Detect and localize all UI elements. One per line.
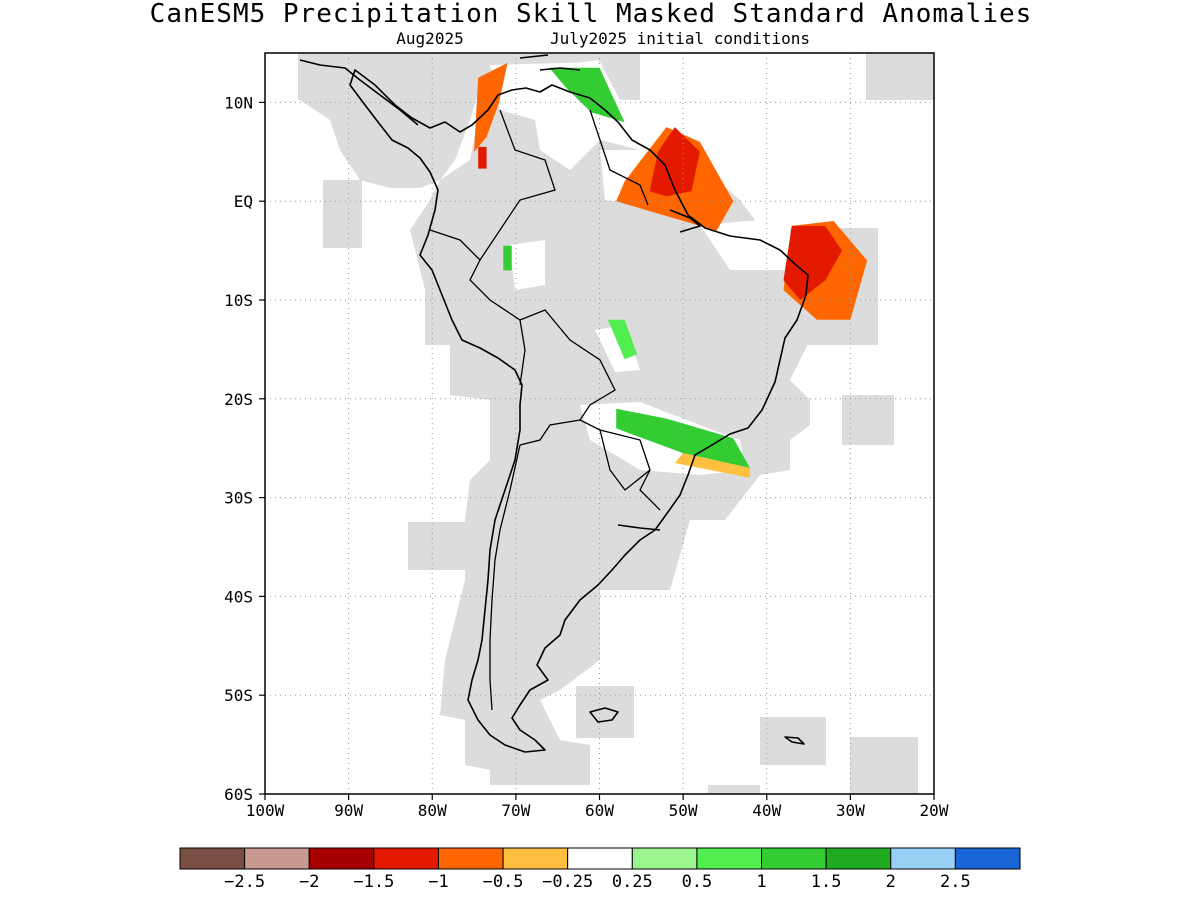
coastline-rio-de-la-plata [617, 524, 661, 531]
border-venezuela-guyana [589, 109, 649, 206]
lat-tick-label: 60S [224, 785, 253, 804]
colorbar-swatch [761, 847, 827, 870]
lat-tick-label: 20S [224, 390, 253, 409]
colorbar-swatch [890, 847, 956, 870]
lat-tick-label: 30S [224, 489, 253, 508]
coastline-central-america [299, 59, 419, 126]
coastlines [299, 54, 809, 753]
border-colombia-venezuela [499, 109, 556, 231]
colorbar-tick-label: 2.5 [940, 872, 971, 892]
colorbar-tick-label: −2 [299, 872, 319, 892]
mask-atlantic-ne [866, 53, 934, 100]
lon-tick-label: 70W [501, 801, 530, 820]
anomaly-ne-brazil-core [783, 225, 842, 300]
colorbar-tick-label: −2.5 [224, 872, 265, 892]
lon-tick-label: 40W [752, 801, 781, 820]
lon-tick-label: 30W [836, 801, 865, 820]
colorbar-tick-label: −0.5 [483, 872, 524, 892]
country-borders [429, 109, 661, 711]
colorbar-tick-label: −1.5 [353, 872, 394, 892]
lat-tick-label: 10N [224, 93, 253, 112]
initial-conditions-label: July2025 initial conditions [550, 29, 810, 48]
colorbar-tick-label: 2 [886, 872, 896, 892]
mask-drake [708, 785, 760, 794]
colorbar-swatch [373, 847, 439, 870]
colorbar-swatch [631, 847, 698, 870]
weak-area-amazon [510, 240, 545, 290]
colorbar-swatch [179, 847, 246, 870]
anomaly-venezuela-coast [549, 67, 625, 123]
coastline-amazon-delta [669, 209, 701, 233]
gridlines [265, 53, 934, 794]
coastline-falklands [589, 707, 619, 723]
lon-tick-label: 50W [669, 801, 698, 820]
colorbar-swatch [308, 847, 375, 870]
colorbar-tick-label: −1 [428, 872, 448, 892]
lon-tick-label: 60W [585, 801, 614, 820]
map-panel [264, 52, 935, 795]
colorbar-tick-label: −0.25 [542, 872, 593, 892]
lat-tick-label: 10S [224, 291, 253, 310]
border-bolivia-paraguay [519, 419, 581, 446]
mask-east-pacific [323, 180, 362, 248]
border-argentina-chile [489, 444, 521, 711]
colorbar-swatch [825, 847, 892, 870]
colorbar-tick-label: 1.5 [811, 872, 842, 892]
colorbar-tick-label: 0.5 [682, 872, 713, 892]
mask-south-georgia [760, 717, 826, 765]
mask-south-atlantic-east [842, 395, 894, 445]
colorbar-tick-label: 1 [756, 872, 766, 892]
anomaly-colombia-core [478, 146, 487, 169]
lon-tick-label: 20W [920, 801, 949, 820]
anomaly-amapa-core [649, 127, 700, 197]
valid-month-label: Aug2025 [396, 29, 463, 48]
colorbar-swatch [437, 847, 504, 870]
colorbar-swatch [696, 847, 763, 870]
colorbar: −2.5 −2 −1.5 −1 −0.5 −0.25 0.25 0.5 1 1.5 2 2.5 [179, 847, 1021, 892]
coastline-caribbean-islands [519, 54, 581, 71]
mask-falklands [576, 686, 634, 738]
weak-area-ne [700, 220, 790, 270]
colorbar-swatch [567, 847, 633, 870]
mask-south-sandwich [850, 737, 918, 794]
lat-tick-label: EQ [234, 192, 253, 211]
coastline-south-georgia [784, 736, 805, 745]
figure-title: CanESM5 Precipitation Skill Masked Stand… [150, 0, 1033, 29]
lon-tick-label: 80W [418, 801, 447, 820]
anomaly-amazon-west [503, 245, 512, 271]
border-brazil-west [469, 229, 661, 511]
anomaly-mato-grosso [607, 319, 638, 360]
colorbar-tick-label: 0.25 [612, 872, 653, 892]
lat-tick-label: 40S [224, 587, 253, 606]
lon-tick-label: 90W [334, 801, 363, 820]
border-ecuador-peru [429, 229, 481, 261]
lat-tick-label: 50S [224, 686, 253, 705]
map-axes: 100W 90W 80W 70W 60W 50W 40W 30W 20W 10N EQ 10S 20S 3… [224, 93, 949, 820]
anomaly-caribbean-coast-colombia [474, 62, 508, 152]
mask-north-coast [298, 53, 640, 188]
coastline-south-america [349, 69, 809, 753]
border-paraguay-argentina [599, 429, 651, 491]
colorbar-swatch [954, 847, 1021, 870]
colorbar-swatch [502, 847, 569, 870]
colorbar-swatch [244, 847, 310, 870]
anomaly-layer [474, 62, 868, 478]
border-peru-bolivia [519, 319, 526, 386]
lon-tick-label: 100W [246, 801, 285, 820]
